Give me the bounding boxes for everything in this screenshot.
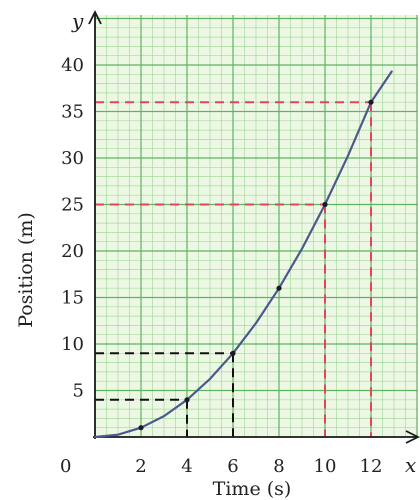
y-axis-title: Position (m): [15, 212, 37, 328]
x-tick-label: 6: [227, 456, 238, 477]
x-axis-arrow: [405, 430, 420, 444]
y-axis-letter: y: [71, 9, 84, 33]
x-axis-letter: x: [405, 453, 416, 477]
y-tick-label: 5: [73, 381, 84, 402]
x-tick-label: 4: [181, 456, 192, 477]
y-tick-label: 30: [61, 148, 84, 169]
y-tick-label: 35: [61, 102, 84, 123]
origin-label: 0: [60, 456, 71, 477]
data-point: [138, 425, 144, 431]
y-axis-arrow: [88, 9, 102, 25]
grid-minor: [95, 15, 418, 437]
marked-points: [138, 99, 374, 431]
series: [93, 70, 393, 439]
y-tick-label: 10: [61, 334, 84, 355]
y-tick-label: 20: [61, 241, 84, 262]
x-axis-title: Time (s): [213, 478, 292, 500]
y-tick-label: 25: [61, 195, 84, 216]
data-point: [276, 285, 282, 291]
y-tick-label: 15: [61, 288, 84, 309]
data-point: [322, 201, 328, 208]
data-point: [230, 350, 236, 356]
plot-background: [95, 15, 418, 437]
x-tick-label: 2: [135, 456, 146, 477]
tick-labels: 2 4 6 8 10 12 5 10 15 20 25 30 35 40: [61, 55, 382, 477]
series-line: [93, 70, 393, 439]
data-point: [368, 99, 374, 105]
x-tick-label: 10: [314, 456, 337, 477]
axes: [88, 9, 420, 444]
x-tick-label: 8: [273, 456, 284, 477]
data-point: [184, 397, 190, 403]
x-tick-label: 12: [360, 456, 383, 477]
y-tick-label: 40: [61, 55, 84, 76]
reference-lines: [95, 101, 372, 437]
